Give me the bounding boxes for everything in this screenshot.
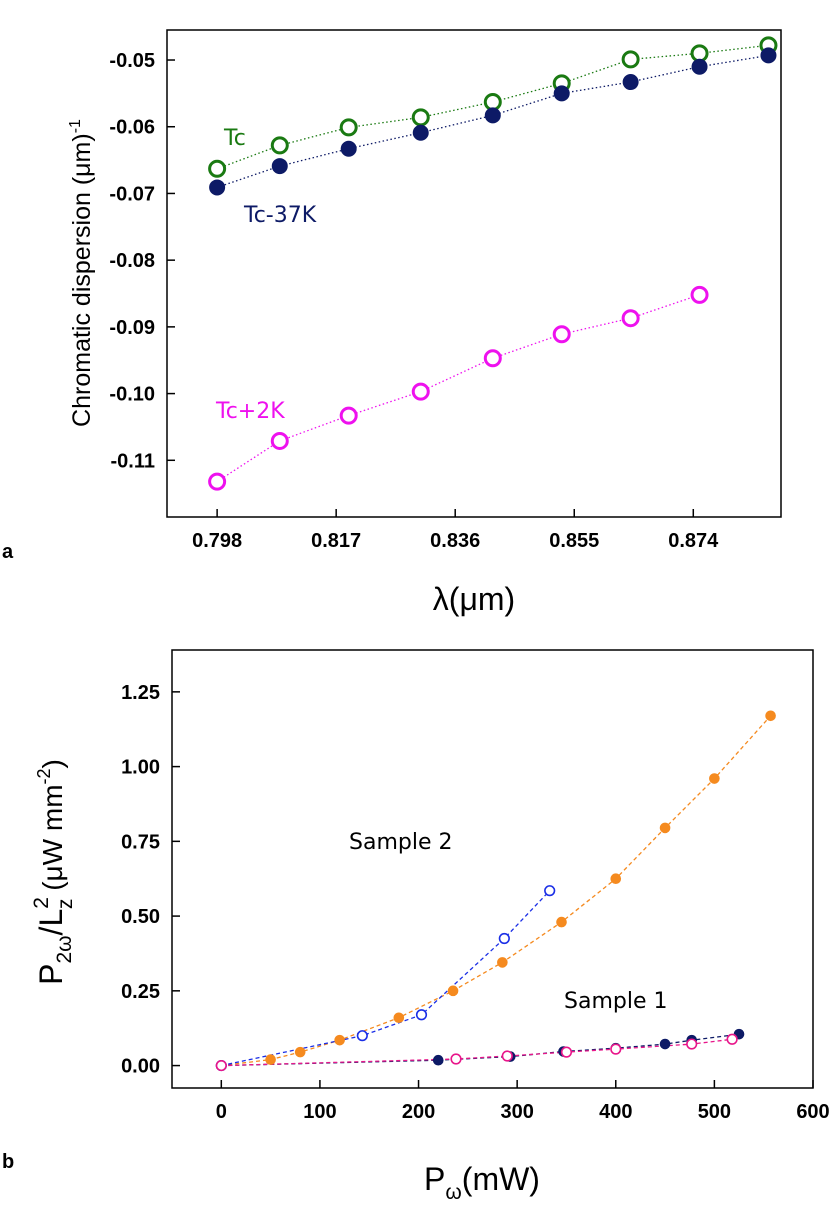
panel-a-y-axis-title: Chromatic dispersion (μm)-1 bbox=[67, 119, 96, 427]
a-point-s2 bbox=[270, 431, 289, 450]
a-point-s1 bbox=[340, 140, 357, 157]
b-point-s3 bbox=[610, 1043, 622, 1055]
a-y-tick-label: -0.08 bbox=[109, 250, 155, 272]
a-point-s0 bbox=[621, 50, 640, 69]
series-label-tc-37k: Tc-37K bbox=[243, 203, 317, 228]
a-x-tick-label: 0.798 bbox=[192, 530, 242, 552]
b-point-s3 bbox=[726, 1033, 738, 1045]
a-point-s2 bbox=[339, 406, 358, 425]
b-x-tick-label: 600 bbox=[796, 1101, 829, 1123]
panel-b-chart: 0 100 200 300 400 500 600 0.00 0.25 0.50 0.75 1.00 1… bbox=[2, 649, 830, 1204]
a-x-tick-label: 0.817 bbox=[311, 530, 361, 552]
panel-b-series-lines bbox=[221, 715, 772, 1067]
b-point-s2 bbox=[432, 1054, 444, 1066]
panel-label-b: b bbox=[2, 1151, 14, 1173]
b-x-tick-label: 500 bbox=[698, 1101, 731, 1123]
panel-b-plot-frame bbox=[171, 649, 814, 1089]
panel-a-chart: 0.798 0.817 0.836 0.855 0.874 -0.05 -0.06 -0.07… bbox=[2, 29, 782, 617]
a-y-tick-label: -0.07 bbox=[109, 183, 155, 205]
b-point-s1 bbox=[415, 1009, 428, 1021]
panel-b-ticks: 0 100 200 300 400 500 600 0.00 0.25 0.50 0.75 1.00 1… bbox=[121, 682, 830, 1123]
b-point-s0 bbox=[294, 1046, 306, 1058]
b-point-s3 bbox=[215, 1059, 227, 1072]
b-point-s0 bbox=[393, 1012, 405, 1024]
b-point-s0 bbox=[556, 916, 567, 928]
a-y-tick-label: -0.05 bbox=[109, 50, 155, 72]
series-label-tc-2k: Tc+2K bbox=[215, 399, 285, 424]
b-point-s0 bbox=[447, 985, 459, 997]
panel-a-ticks: 0.798 0.817 0.836 0.855 0.874 -0.05 -0.06 -0.07… bbox=[109, 50, 719, 552]
b-point-s3 bbox=[560, 1046, 573, 1058]
series-label-tc: Tc bbox=[223, 126, 246, 151]
a-point-s2 bbox=[411, 382, 430, 401]
a-point-s0 bbox=[483, 93, 502, 112]
b-point-s2 bbox=[659, 1038, 671, 1050]
a-y-tick-label: -0.11 bbox=[111, 450, 155, 472]
b-series-line-1 bbox=[221, 890, 551, 1067]
a-x-tick-label: 0.836 bbox=[430, 530, 480, 552]
a-point-s2 bbox=[552, 325, 571, 344]
a-point-s0 bbox=[411, 108, 430, 127]
a-point-s1 bbox=[760, 47, 777, 64]
b-y-tick-label: 0.25 bbox=[121, 981, 160, 1003]
b-annotation-label: Sample 2 bbox=[349, 830, 452, 855]
b-x-tick-label: 300 bbox=[500, 1101, 533, 1123]
a-point-s2 bbox=[690, 285, 709, 304]
b-point-s1 bbox=[544, 885, 556, 897]
a-point-s2 bbox=[483, 349, 502, 368]
b-point-s0 bbox=[265, 1054, 276, 1065]
a-point-s0 bbox=[690, 44, 709, 63]
b-y-tick-label: 0.00 bbox=[121, 1056, 160, 1078]
a-point-s1 bbox=[553, 85, 570, 102]
a-point-s0 bbox=[339, 118, 358, 137]
a-point-s1 bbox=[691, 58, 708, 75]
panel-a-plot-frame bbox=[166, 29, 782, 518]
a-y-tick-label: -0.10 bbox=[109, 384, 155, 406]
a-point-s1 bbox=[412, 124, 429, 141]
b-point-s0 bbox=[709, 773, 720, 784]
a-point-s1 bbox=[484, 107, 501, 124]
b-x-tick-label: 0 bbox=[216, 1101, 227, 1123]
b-annotation-label: Sample 1 bbox=[564, 989, 667, 1014]
b-y-tick-label: 0.50 bbox=[121, 906, 160, 928]
a-point-s0 bbox=[208, 159, 227, 178]
a-point-s2 bbox=[208, 472, 227, 491]
b-point-s3 bbox=[686, 1038, 698, 1050]
b-point-s1 bbox=[356, 1030, 368, 1042]
a-y-tick-label: -0.06 bbox=[109, 117, 155, 139]
b-x-tick-label: 100 bbox=[303, 1101, 336, 1123]
panel-b-x-axis-title: Pω(mW) bbox=[424, 1161, 540, 1204]
a-point-s1 bbox=[271, 158, 288, 175]
b-point-s0 bbox=[334, 1034, 345, 1046]
panel-a-points bbox=[208, 36, 778, 491]
a-y-tick-label: -0.09 bbox=[109, 317, 155, 339]
a-x-tick-label: 0.855 bbox=[549, 530, 599, 552]
b-y-tick-label: 1.25 bbox=[121, 682, 160, 704]
b-point-s1 bbox=[498, 932, 510, 945]
a-point-s2 bbox=[621, 309, 640, 328]
b-x-tick-label: 400 bbox=[599, 1101, 632, 1123]
b-point-s0 bbox=[659, 822, 671, 834]
panel-b-points bbox=[215, 710, 776, 1072]
b-point-s3 bbox=[501, 1050, 513, 1062]
a-x-tick-label: 0.874 bbox=[668, 530, 719, 552]
a-point-s1 bbox=[622, 74, 639, 91]
b-point-s0 bbox=[765, 710, 776, 722]
b-point-s0 bbox=[497, 957, 508, 968]
b-point-s0 bbox=[610, 873, 622, 885]
b-point-s3 bbox=[450, 1053, 462, 1065]
panel-b-annotations: Sample 2 Sample 1 bbox=[349, 830, 667, 1014]
panel-label-a: a bbox=[2, 541, 14, 563]
b-y-tick-label: 1.00 bbox=[121, 757, 160, 779]
panel-b-y-axis-title: P2ω/L2z (μW mm-2) bbox=[30, 759, 77, 985]
b-y-tick-label: 0.75 bbox=[121, 831, 160, 853]
panel-a-x-axis-title: λ(μm) bbox=[433, 581, 515, 617]
b-series-line-0 bbox=[221, 715, 772, 1067]
a-point-s1 bbox=[209, 179, 226, 196]
a-point-s0 bbox=[270, 136, 289, 155]
b-x-tick-label: 200 bbox=[402, 1101, 435, 1123]
